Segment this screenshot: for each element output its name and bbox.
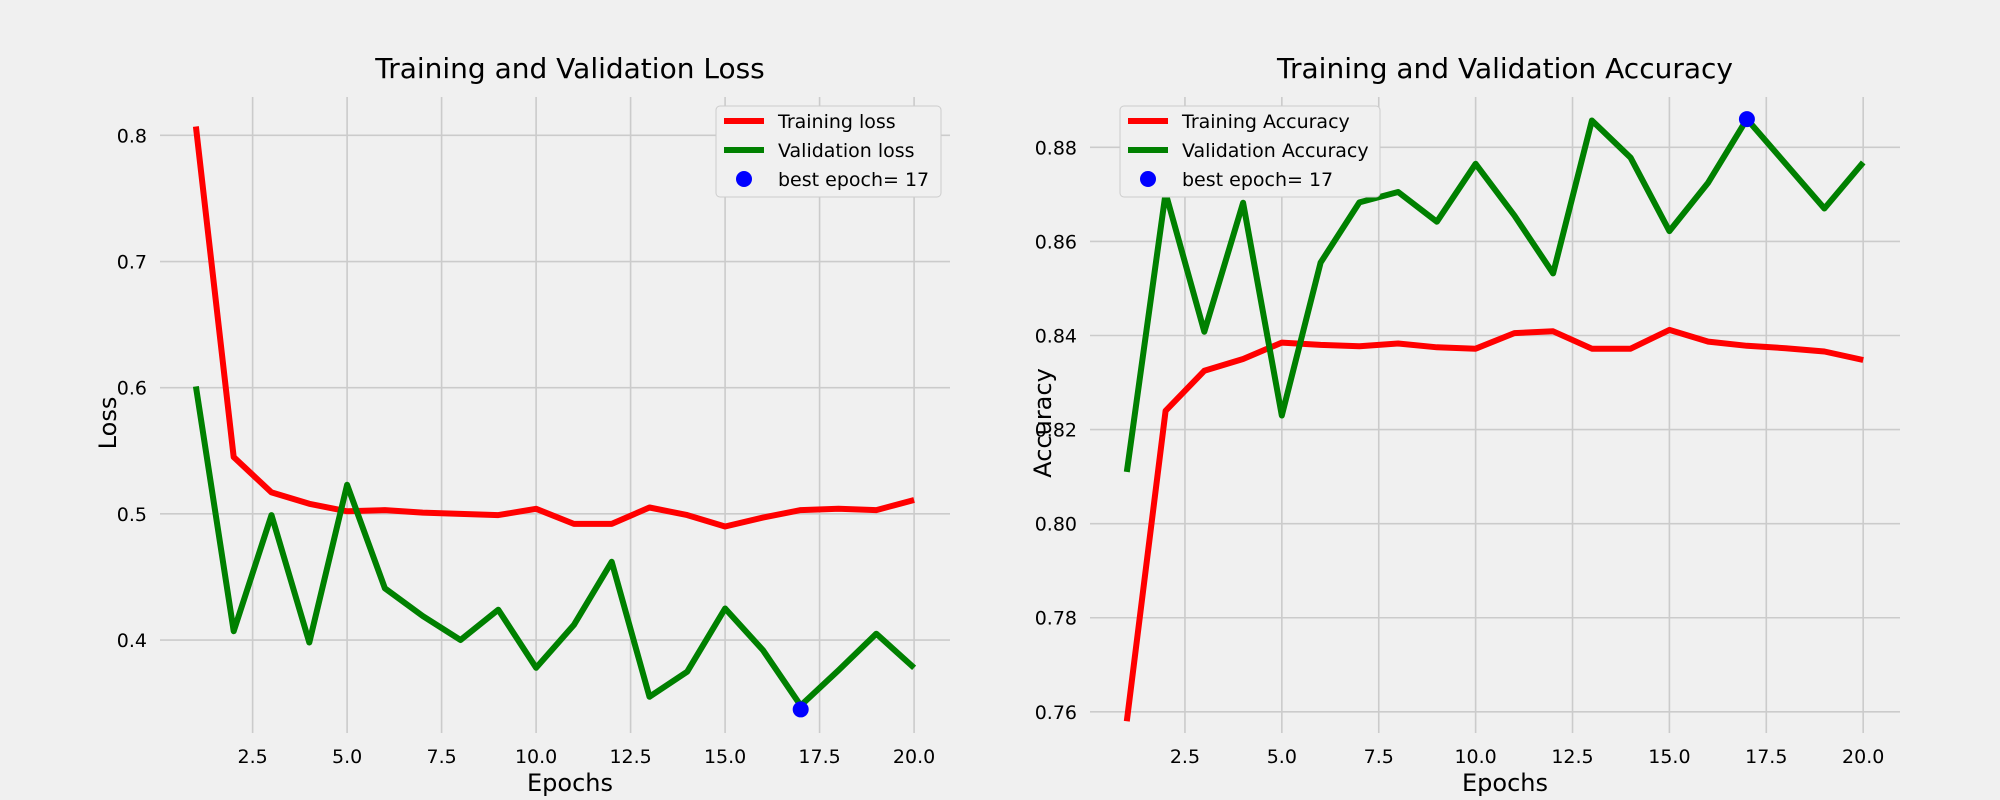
series-lines bbox=[192, 126, 917, 718]
validation-accuracy-line bbox=[1123, 116, 1866, 473]
best-epoch-marker bbox=[792, 701, 809, 718]
legend-label: Training Accuracy bbox=[1181, 111, 1350, 133]
legend-frame bbox=[715, 105, 942, 198]
x-tick-label: 12.5 bbox=[1551, 746, 1593, 768]
accuracy-chart: Training and Validation Accuracy Epochs … bbox=[1029, 52, 1900, 797]
y-tick-label: 0.84 bbox=[1035, 326, 1077, 348]
x-tick-label: 20.0 bbox=[893, 746, 935, 768]
legend-frame bbox=[1119, 105, 1381, 198]
x-tick-label: 2.5 bbox=[237, 746, 267, 768]
x-axis-label: Epochs bbox=[527, 769, 613, 797]
x-tick-label: 5.0 bbox=[332, 746, 362, 768]
y-tick-label: 0.5 bbox=[117, 504, 147, 526]
best-epoch-marker bbox=[1738, 111, 1755, 128]
legend-label: Training loss bbox=[777, 111, 896, 133]
y-tick-label: 0.4 bbox=[117, 630, 147, 652]
chart-title: Training and Validation Accuracy bbox=[1276, 52, 1733, 85]
x-tick-label: 10.0 bbox=[1454, 746, 1496, 768]
legend-marker bbox=[736, 171, 752, 187]
x-tick-label: 5.0 bbox=[1267, 746, 1297, 768]
x-tick-label: 7.5 bbox=[1364, 746, 1394, 768]
legend-label: Validation loss bbox=[778, 140, 915, 162]
y-tick-label: 0.86 bbox=[1035, 231, 1077, 253]
x-tick-label: 17.5 bbox=[798, 746, 840, 768]
y-tick-label: 0.7 bbox=[117, 252, 147, 274]
x-tick-label: 15.0 bbox=[1648, 746, 1690, 768]
legend: Training loss Validation loss best epoch= … bbox=[715, 105, 942, 198]
validation-loss-line bbox=[192, 385, 917, 709]
chart-title: Training and Validation Loss bbox=[374, 52, 765, 85]
y-tick-label: 0.8 bbox=[117, 125, 147, 147]
x-tick-label: 7.5 bbox=[426, 746, 456, 768]
x-tick-label: 10.0 bbox=[515, 746, 557, 768]
legend-label: best epoch= 17 bbox=[1182, 169, 1333, 191]
x-tick-label: 20.0 bbox=[1842, 746, 1884, 768]
legend-label: best epoch= 17 bbox=[778, 169, 929, 191]
x-axis-label: Epochs bbox=[1462, 769, 1548, 797]
loss-chart: Training and Validation Loss Epochs Loss… bbox=[94, 52, 950, 797]
y-axis-label: Accuracy bbox=[1029, 368, 1057, 478]
legend-label: Validation Accuracy bbox=[1182, 140, 1369, 162]
y-tick-label: 0.80 bbox=[1035, 514, 1077, 536]
series-lines bbox=[1123, 111, 1866, 722]
gridlines bbox=[1090, 97, 1900, 733]
training-loss-line bbox=[192, 126, 915, 530]
y-tick-label: 0.6 bbox=[117, 378, 147, 400]
training-accuracy-line bbox=[1123, 326, 1864, 722]
y-tick-label: 0.88 bbox=[1035, 137, 1077, 159]
legend-marker bbox=[1140, 171, 1156, 187]
x-tick-label: 2.5 bbox=[1170, 746, 1200, 768]
x-tick-label: 15.0 bbox=[704, 746, 746, 768]
x-tick-label: 12.5 bbox=[609, 746, 651, 768]
y-tick-label: 0.78 bbox=[1035, 608, 1077, 630]
y-tick-label: 0.76 bbox=[1035, 702, 1077, 724]
legend: Training Accuracy Validation Accuracy best… bbox=[1119, 105, 1381, 198]
tick-labels: 2.5 5.0 7.5 10.0 12.5 15.0 17.5 20.0 0.4 0.5 0.6 0.… bbox=[117, 125, 935, 768]
y-axis-label: Loss bbox=[94, 397, 122, 450]
x-tick-label: 17.5 bbox=[1745, 746, 1787, 768]
y-tick-label: 0.82 bbox=[1035, 420, 1077, 442]
tick-labels: 2.5 5.0 7.5 10.0 12.5 15.0 17.5 20.0 0.76 0.78 0.8… bbox=[1035, 137, 1885, 768]
